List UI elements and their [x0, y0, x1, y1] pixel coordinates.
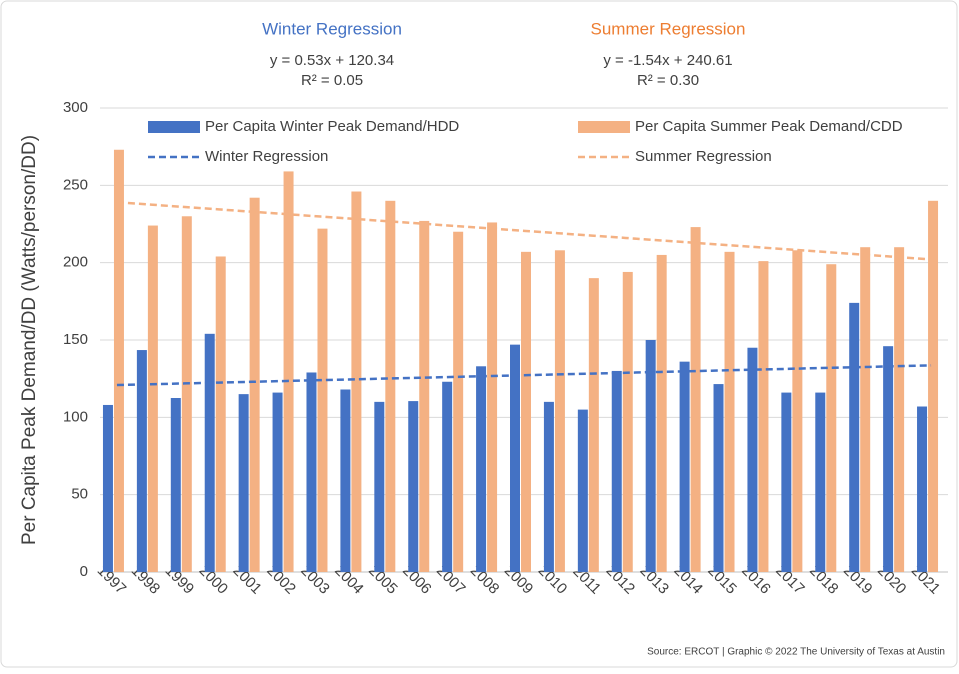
bar: [521, 251, 531, 572]
bar: [215, 256, 226, 572]
bar: [408, 401, 419, 572]
regression-line: [116, 200, 932, 261]
y-tick-label: 300: [63, 99, 88, 116]
bar: [385, 200, 396, 573]
annotation-title: Summer Regression: [591, 19, 746, 38]
bar: [113, 149, 124, 572]
legend-label: Per Capita Summer Peak Demand/CDD: [635, 118, 903, 135]
source: Source: ERCOT | Graphic © 2022 The Unive…: [647, 647, 945, 658]
bar: [713, 384, 724, 572]
y-axis-label: Per Capita Peak Demand/DD (Watts/person/…: [19, 135, 40, 545]
legend-label: Per Capita Winter Peak Demand/HDD: [205, 118, 459, 135]
bar: [283, 171, 294, 572]
bar: [374, 401, 385, 572]
bar: [442, 381, 453, 572]
bar: [747, 347, 758, 572]
bar: [815, 392, 826, 572]
bar: [611, 370, 622, 572]
bar: [306, 372, 317, 572]
bar: [181, 216, 192, 572]
bar: [917, 406, 928, 572]
bar: [510, 344, 520, 572]
bar: [554, 250, 565, 572]
bar: [622, 271, 633, 572]
bar: [419, 220, 430, 572]
legend-label: Summer Regression: [635, 148, 772, 165]
bar: [645, 340, 656, 572]
bar: [351, 191, 362, 572]
legend-swatch: [578, 121, 630, 133]
y-tick-label: 50: [71, 486, 88, 503]
bar: [487, 222, 498, 572]
annotation-equation: y = 0.53x + 120.34: [270, 52, 394, 69]
bar: [588, 278, 599, 572]
bar: [679, 361, 690, 572]
bar: [860, 247, 871, 572]
regression-line: [116, 364, 932, 387]
bar: [656, 254, 667, 572]
bar: [883, 346, 894, 572]
annotation-r2: R² = 0.05: [301, 72, 363, 89]
y-tick-label: 100: [63, 408, 88, 425]
bar: [826, 264, 837, 572]
annotation-r2: R² = 0.30: [637, 72, 699, 89]
bar: [238, 394, 249, 572]
y-tick-label: 200: [63, 254, 88, 271]
bar: [690, 227, 701, 573]
bar: [340, 389, 351, 572]
bar: [849, 302, 860, 572]
y-tick-label: 0: [80, 563, 88, 580]
bar: [476, 366, 487, 572]
bar: [577, 409, 588, 572]
bar: [543, 401, 554, 572]
bar: [136, 350, 147, 572]
annotation-title: Winter Regression: [262, 19, 402, 38]
annotation-equation: y = -1.54x + 240.61: [603, 52, 732, 69]
bar: [249, 197, 260, 572]
bar: [724, 251, 735, 572]
bar: [272, 392, 283, 572]
bar: [147, 225, 158, 572]
bar: [894, 247, 905, 572]
bar: [758, 261, 769, 572]
y-tick-label: 150: [63, 331, 88, 348]
bar: [102, 404, 113, 572]
bar: [453, 231, 464, 572]
bar: [204, 333, 215, 572]
legend-swatch: [148, 121, 200, 133]
legend-label: Winter Regression: [205, 148, 328, 165]
bar: [317, 228, 328, 572]
bar: [792, 250, 803, 572]
bar: [781, 392, 792, 572]
bar: [928, 200, 939, 573]
y-tick-label: 250: [63, 176, 88, 193]
bar: [170, 398, 181, 572]
